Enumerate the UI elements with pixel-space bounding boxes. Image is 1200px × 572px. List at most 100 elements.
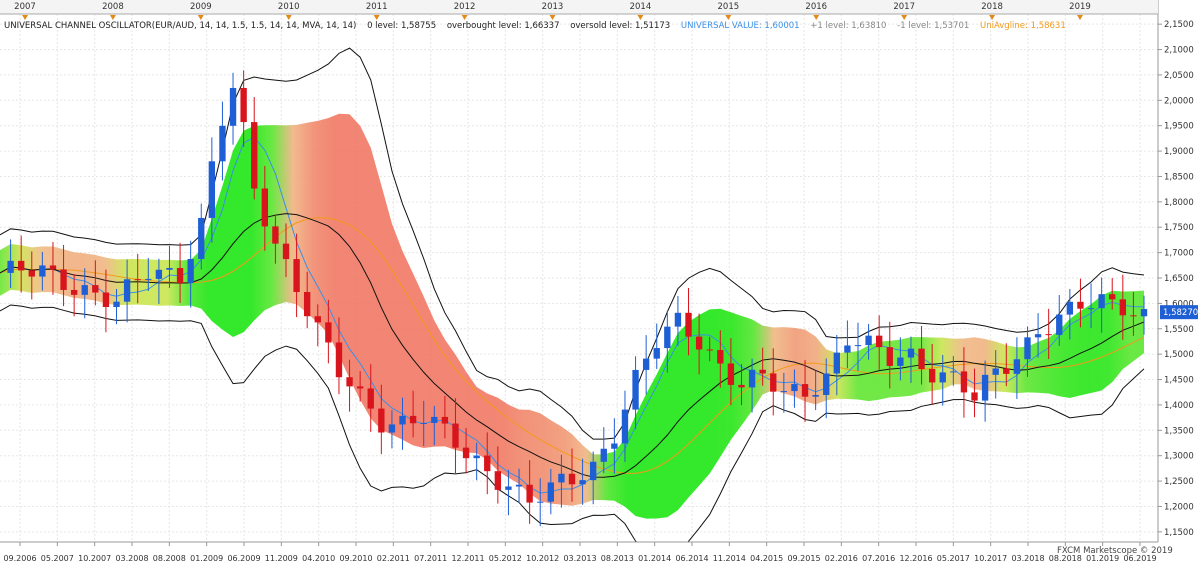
candle-body bbox=[515, 484, 523, 487]
date-tick-label: 07.2016 bbox=[862, 554, 895, 563]
watermark: FXCM Marketscope © 2019 bbox=[1057, 546, 1173, 556]
year-label: 2014 bbox=[630, 2, 652, 12]
candle-body bbox=[473, 455, 480, 459]
candle-body bbox=[145, 278, 152, 280]
price-tick-label: 1,3500 bbox=[1164, 426, 1194, 436]
date-tick-label: 11.2009 bbox=[265, 554, 298, 563]
price-axis-panel bbox=[1158, 0, 1200, 568]
price-tick-label: 1,1500 bbox=[1164, 528, 1194, 538]
candle-body bbox=[992, 368, 999, 375]
year-strip bbox=[0, 0, 1158, 14]
candle-body bbox=[505, 486, 512, 490]
candle-body bbox=[1087, 308, 1095, 310]
price-tick-label: 1,7000 bbox=[1164, 249, 1194, 259]
year-label: 2016 bbox=[805, 2, 827, 12]
last-price-badge bbox=[1160, 305, 1198, 320]
date-tick-label: 09.2006 bbox=[3, 554, 36, 563]
candle-body bbox=[325, 322, 332, 343]
candle-body bbox=[653, 348, 660, 359]
candle-body bbox=[484, 455, 491, 472]
price-tick-label: 1,4000 bbox=[1164, 401, 1194, 411]
candle-body bbox=[335, 342, 343, 378]
candle-body bbox=[346, 377, 353, 387]
price-tick-label: 1,9000 bbox=[1164, 147, 1194, 157]
candle-body bbox=[494, 471, 502, 490]
candle-body bbox=[801, 384, 809, 397]
candle-body bbox=[547, 482, 554, 502]
candle-body bbox=[738, 384, 745, 388]
indicator-title: UNIVERSAL CHANNEL OSCILLATOR(EUR/AUD, 14… bbox=[4, 21, 357, 31]
candle-body bbox=[102, 292, 110, 308]
candle-body bbox=[28, 270, 35, 277]
year-marker bbox=[813, 15, 820, 20]
year-label: 2013 bbox=[542, 2, 564, 12]
date-tick-label: 05.2012 bbox=[489, 554, 522, 563]
candle-body bbox=[685, 312, 692, 337]
candle-body bbox=[791, 384, 798, 392]
candle-body bbox=[981, 374, 989, 401]
candle-body bbox=[261, 188, 268, 227]
year-marker bbox=[1077, 15, 1083, 20]
candle-body bbox=[621, 409, 629, 444]
price-tick-label: 1,6000 bbox=[1164, 299, 1194, 309]
overbought-readout: overbought level: 1,66337 bbox=[446, 21, 560, 31]
year-marker bbox=[22, 15, 28, 20]
candle-body bbox=[272, 226, 279, 244]
price-tick-label: 1,6500 bbox=[1164, 274, 1194, 284]
candle-body bbox=[388, 424, 396, 433]
outer-lower-channel-line bbox=[0, 304, 1145, 542]
date-tick-label: 09.2015 bbox=[787, 554, 820, 563]
date-strip bbox=[0, 542, 1158, 568]
candle-body bbox=[1098, 294, 1105, 309]
universal-value-readout: UNIVERSAL VALUE: 1,60001 bbox=[680, 21, 800, 31]
candle-body bbox=[166, 267, 173, 270]
candle-body bbox=[939, 372, 946, 383]
date-tick-label: 10.2012 bbox=[526, 554, 559, 563]
date-tick-label: 11.2014 bbox=[713, 554, 746, 563]
date-tick-label: 01.2019 bbox=[1086, 554, 1119, 563]
candle-body bbox=[409, 415, 417, 424]
candle-body bbox=[897, 357, 904, 366]
candle-body bbox=[229, 87, 237, 126]
candle-body bbox=[526, 484, 533, 503]
price-tick-label: 2,0500 bbox=[1164, 71, 1194, 81]
candle-body bbox=[642, 358, 650, 370]
candle-body bbox=[399, 415, 406, 425]
candle-body bbox=[240, 87, 247, 123]
candle-body bbox=[907, 348, 915, 358]
candle-body bbox=[770, 373, 777, 392]
candle-body bbox=[611, 443, 618, 449]
candle-body bbox=[759, 369, 766, 374]
date-tick-label: 10.2017 bbox=[974, 554, 1007, 563]
price-tick-label: 2,1000 bbox=[1164, 46, 1194, 56]
candle-body bbox=[155, 269, 163, 279]
candle-body bbox=[695, 336, 703, 350]
uniavgline-readout: UniAvgline: 1,58631 bbox=[979, 21, 1066, 31]
price-tick-label: 2,0000 bbox=[1164, 96, 1194, 106]
candle-body bbox=[92, 285, 99, 293]
candle-body bbox=[558, 473, 565, 483]
candle-body bbox=[865, 335, 872, 346]
year-label: 2008 bbox=[102, 2, 124, 12]
candle-body bbox=[886, 347, 893, 366]
candle-body bbox=[844, 345, 851, 353]
date-tick-label: 03.2013 bbox=[563, 554, 596, 563]
year-label: 2017 bbox=[893, 2, 915, 12]
year-label: 2015 bbox=[718, 2, 740, 12]
year-label: 2009 bbox=[190, 2, 212, 12]
channel-fill bbox=[0, 113, 1144, 519]
candle-body bbox=[780, 391, 788, 393]
candle-body bbox=[7, 260, 14, 273]
candle-body bbox=[251, 122, 258, 189]
date-tick-label: 05.2017 bbox=[937, 554, 970, 563]
year-label: 2007 bbox=[14, 2, 36, 12]
candle-body bbox=[1056, 314, 1063, 335]
indicator-info-line: UNIVERSAL CHANNEL OSCILLATOR(EUR/AUD, 14… bbox=[4, 21, 1074, 31]
date-tick-label: 12.2016 bbox=[899, 554, 932, 563]
candle-body bbox=[971, 392, 978, 401]
candle-body bbox=[113, 301, 120, 308]
year-marker bbox=[285, 15, 292, 20]
year-marker bbox=[109, 15, 116, 20]
